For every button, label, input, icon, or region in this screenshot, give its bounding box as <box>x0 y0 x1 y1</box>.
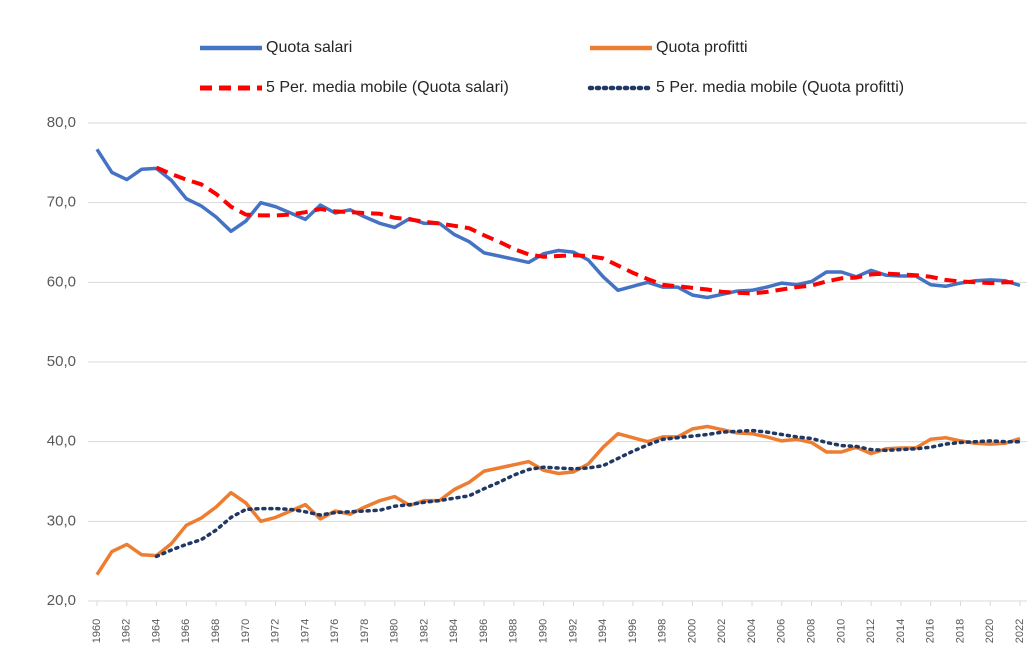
x-tick-label: 1978 <box>359 619 371 643</box>
legend-label: 5 Per. media mobile (Quota profitti) <box>656 79 904 96</box>
x-tick-label: 1996 <box>627 619 639 643</box>
y-tick-label: 30,0 <box>47 512 76 529</box>
legend-label: 5 Per. media mobile (Quota salari) <box>266 79 509 96</box>
x-tick-label: 2012 <box>865 619 877 643</box>
y-tick-label: 40,0 <box>47 433 76 450</box>
y-tick-label: 20,0 <box>47 592 76 609</box>
x-tick-label: 2010 <box>835 619 847 643</box>
y-tick-label: 60,0 <box>47 273 76 290</box>
x-tick-label: 2000 <box>686 619 698 643</box>
x-tick-label: 1968 <box>210 619 222 643</box>
x-tick-label: 1974 <box>299 619 311 643</box>
x-tick-label: 2006 <box>776 619 788 643</box>
x-tick-label: 2002 <box>716 619 728 643</box>
y-tick-label: 50,0 <box>47 353 76 370</box>
x-tick-label: 1980 <box>389 619 401 643</box>
x-tick-label: 1970 <box>240 619 252 643</box>
legend-label: Quota salari <box>266 39 352 56</box>
x-tick-label: 1964 <box>150 619 162 643</box>
x-tick-label: 2020 <box>984 619 996 643</box>
x-tick-label: 2004 <box>746 619 758 643</box>
x-tick-label: 2008 <box>805 619 817 643</box>
x-tick-label: 1972 <box>270 619 282 643</box>
series-line <box>154 428 1022 559</box>
x-tick-label: 2014 <box>895 619 907 643</box>
x-tick-label: 1982 <box>418 619 430 643</box>
x-tick-label: 2022 <box>1014 619 1026 643</box>
x-tick-label: 1962 <box>121 619 133 643</box>
x-tick-label: 1988 <box>508 619 520 643</box>
x-tick-label: 1992 <box>567 619 579 643</box>
x-tick-label: 1986 <box>478 619 490 643</box>
x-tick-label: 1994 <box>597 619 609 643</box>
x-tick-label: 1976 <box>329 619 341 643</box>
y-tick-label: 80,0 <box>47 114 76 131</box>
x-tick-label: 1966 <box>180 619 192 643</box>
x-tick-label: 1984 <box>448 619 460 643</box>
x-tick-label: 1990 <box>538 619 550 643</box>
series-line <box>155 165 1020 296</box>
x-tick-label: 2018 <box>954 619 966 643</box>
x-tick-label: 2016 <box>925 619 937 643</box>
legend-label: Quota profitti <box>656 39 748 56</box>
x-tick-label: 1998 <box>657 619 669 643</box>
x-tick-label: 1960 <box>91 619 103 643</box>
y-tick-label: 70,0 <box>47 194 76 211</box>
